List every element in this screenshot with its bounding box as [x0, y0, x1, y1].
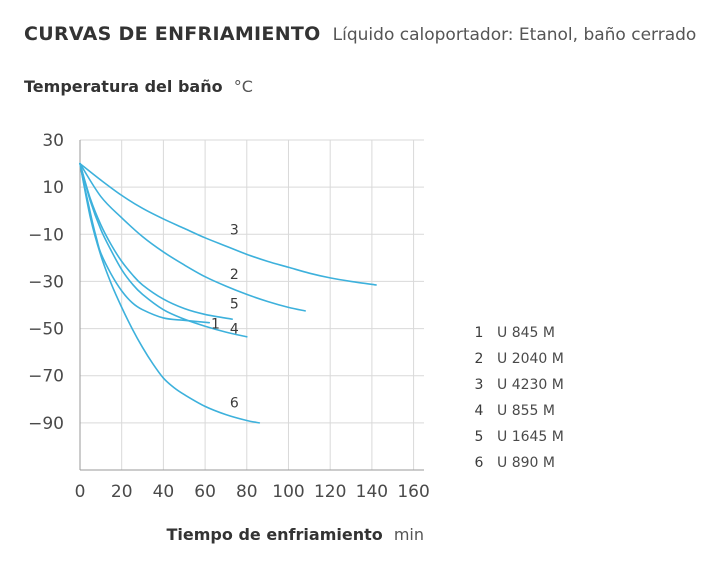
- axes: [79, 140, 424, 471]
- legend-number: 4: [475, 403, 484, 419]
- curve-label-1: 1: [211, 317, 220, 333]
- chart-subtitle: Líquido caloportador: Etanol, baño cerra…: [333, 25, 697, 45]
- series-line-6: [79, 162, 261, 424]
- legend-label: U 4230 M: [497, 377, 564, 393]
- legend-label: U 855 M: [497, 403, 555, 419]
- y-axis-unit: °C: [234, 77, 253, 96]
- series-line-5: [79, 162, 233, 320]
- y-tick-label: −70: [28, 367, 64, 387]
- legend: 1 U 845 M 2 U 2040 M 3 U 4230 M 4 U 855 M 5 U 164…: [475, 325, 564, 471]
- curve-labels: 3 2 51 4 6: [211, 222, 239, 411]
- x-tick-label: 100: [272, 482, 304, 502]
- chart-title-line: CURVAS DE ENFRIAMIENTO Líquido caloporta…: [24, 23, 696, 45]
- legend-number: 5: [475, 429, 484, 445]
- legend-label: U 845 M: [497, 325, 555, 341]
- curve-label-3: 3: [230, 222, 239, 238]
- legend-label: U 890 M: [497, 455, 555, 471]
- curve-label-5: 5: [230, 297, 239, 313]
- curve-label-2: 2: [230, 267, 239, 283]
- series-line-4: [79, 162, 248, 338]
- legend-number: 1: [475, 325, 484, 341]
- y-axis-title: Temperatura del baño: [24, 77, 223, 96]
- y-axis-title-line: Temperatura del baño °C: [24, 77, 253, 96]
- y-tick-label: −90: [28, 414, 64, 434]
- y-tick-label: −50: [28, 320, 64, 340]
- x-tick-label: 120: [314, 482, 346, 502]
- series-line-2: [79, 162, 306, 312]
- legend-number: 6: [475, 455, 484, 471]
- x-tick-label: 80: [236, 482, 258, 502]
- y-tick-label: 30: [42, 131, 64, 151]
- x-tick-label: 40: [153, 482, 175, 502]
- x-axis-unit: min: [394, 525, 424, 544]
- x-tick-label: 140: [356, 482, 388, 502]
- x-axis-title: Tiempo de enfriamiento: [167, 525, 383, 544]
- series-line-3: [79, 162, 377, 286]
- curve-label-6: 6: [230, 396, 239, 412]
- series-line-1: [79, 162, 211, 324]
- x-tick-label: 0: [75, 482, 86, 502]
- legend-number: 3: [475, 377, 484, 393]
- series-lines: [79, 162, 377, 424]
- tick-labels: 30 10 −10 −30 −50 −70 −90 0 20 40 60 80 100 120 140 160: [28, 131, 430, 502]
- legend-number: 2: [475, 351, 484, 367]
- curve-label-4: 4: [230, 321, 239, 337]
- chart-title: CURVAS DE ENFRIAMIENTO: [24, 23, 321, 45]
- y-tick-label: −30: [28, 272, 64, 292]
- y-tick-label: −10: [28, 225, 64, 245]
- x-tick-label: 20: [111, 482, 133, 502]
- x-tick-label: 160: [397, 482, 429, 502]
- y-tick-label: 10: [42, 178, 64, 198]
- x-tick-label: 60: [194, 482, 216, 502]
- legend-label: U 2040 M: [497, 351, 564, 367]
- grid: [80, 139, 424, 470]
- x-axis-title-line: Tiempo de enfriamiento min: [167, 525, 425, 544]
- legend-label: U 1645 M: [497, 429, 564, 445]
